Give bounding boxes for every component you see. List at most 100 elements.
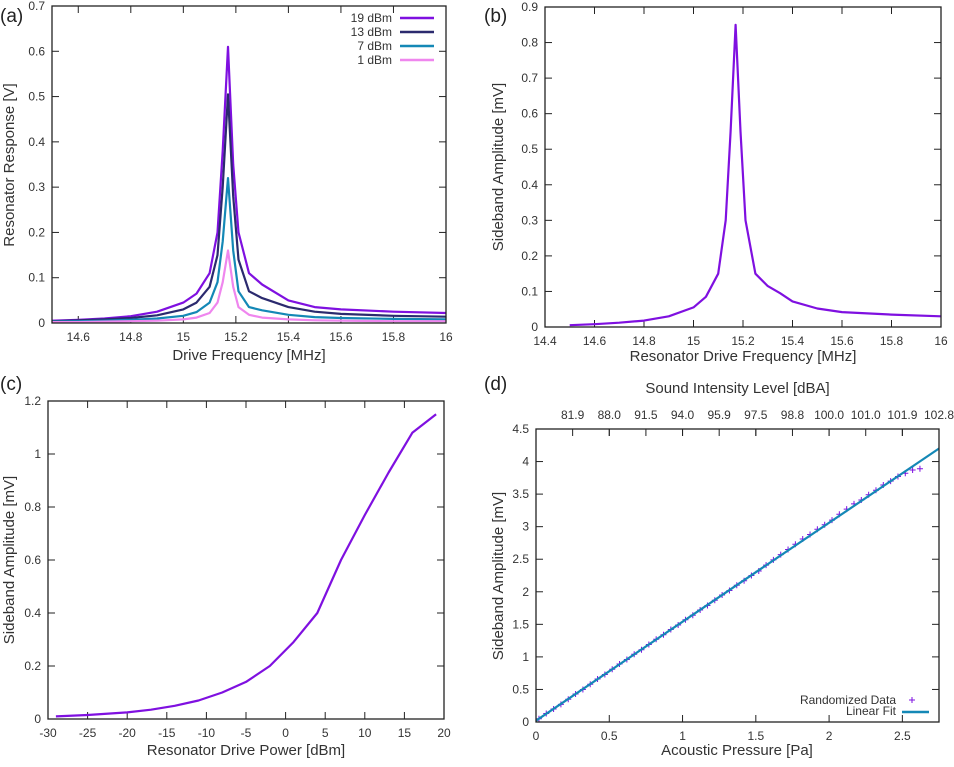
y-tick-label: 0.2 — [521, 249, 538, 263]
x-axis-label: Resonator Drive Power [dBm] — [147, 742, 345, 759]
y-tick-label: 4 — [522, 455, 529, 469]
y-axis-label: Sideband Amplitude [mV] — [1, 476, 18, 644]
x2-tick-label: 95.9 — [708, 408, 732, 422]
x-tick-label: -20 — [119, 726, 137, 740]
x-tick-label: 20 — [437, 726, 451, 740]
x-tick-label: 15.2 — [224, 330, 248, 344]
x-tick-label: 15.2 — [731, 334, 755, 348]
y-tick-label: 0.8 — [24, 500, 41, 514]
x2-tick-label: 101.0 — [851, 408, 881, 422]
x-tick-label: 10 — [358, 726, 372, 740]
y-tick-label: 3 — [522, 520, 529, 534]
x2-tick-label: 102.8 — [924, 408, 954, 422]
x-tick-label: 15.4 — [781, 334, 805, 348]
x-tick-label: -15 — [158, 726, 176, 740]
x-tick-label: -5 — [241, 726, 252, 740]
plot-frame — [47, 400, 445, 720]
y-axis-label: Sideband Amplitude [mV] — [490, 492, 507, 660]
y-tick-label: 0.7 — [521, 71, 538, 85]
x-tick-label: 15.4 — [277, 330, 301, 344]
y-tick-label: 0.3 — [521, 213, 538, 227]
y-tick-label: 0.5 — [521, 142, 538, 156]
plot-frame — [535, 428, 940, 723]
y-tick-label: 0.4 — [24, 606, 41, 620]
y-tick-label: 2 — [522, 585, 529, 599]
panel-b: (b) 14.4 14.6 14.8 15 15.2 15.4 15.6 15.8 16 0 0.1 0… — [484, 0, 948, 365]
x-tick-label: 5 — [322, 726, 329, 740]
y-tick-label: 1.5 — [512, 617, 529, 631]
x2-tick-label: 88.0 — [598, 408, 622, 422]
y-tick-label: 0.4 — [28, 135, 45, 149]
x2-tick-label: 97.5 — [744, 408, 768, 422]
legend-label: Linear Fit — [846, 704, 897, 718]
legend-label: 19 dBm — [351, 11, 392, 25]
data-point — [909, 467, 916, 474]
y-tick-label: 0 — [522, 715, 529, 729]
y-tick-label: 0.8 — [521, 36, 538, 50]
x2-tick-label: 94.0 — [671, 408, 695, 422]
y-tick-label: 0.9 — [521, 0, 538, 14]
data-point — [916, 465, 923, 472]
x-tick-label: 15.6 — [329, 330, 353, 344]
series-line — [55, 413, 437, 718]
plot-frame — [544, 6, 942, 328]
x-tick-label: 0.5 — [601, 729, 618, 743]
panel-d: (d) 0 0.5 1 1.5 2 2.5 0 0.5 1 1.5 2 2.5 3 3.5 4 4.5 81.9 8… — [484, 374, 954, 759]
y-tick-label: 0.6 — [521, 107, 538, 121]
series-line-13-dbm — [51, 93, 447, 323]
y-tick-label: 2.5 — [512, 552, 529, 566]
y-tick-label: 0.6 — [28, 44, 45, 58]
y-tick-label: 0.1 — [521, 284, 538, 298]
legend-label: 1 dBm — [357, 53, 392, 67]
y-tick-label: 0.5 — [512, 682, 529, 696]
x-tick-label: 0 — [533, 729, 540, 743]
y-tick-label: 0.3 — [28, 180, 45, 194]
x2-tick-label: 91.5 — [634, 408, 658, 422]
x2-tick-label: 101.9 — [887, 408, 917, 422]
y-tick-label: 1 — [34, 447, 41, 461]
x-tick-label: 2.5 — [894, 729, 911, 743]
x-tick-label: 14.4 — [533, 334, 557, 348]
y-tick-label: 1 — [522, 650, 529, 664]
x-tick-label: 15 — [177, 330, 191, 344]
x-tick-label: -30 — [39, 726, 57, 740]
series-line-1-dbm — [52, 249, 446, 324]
x-tick-label: 2 — [826, 729, 833, 743]
x-tick-label: 1 — [679, 729, 686, 743]
series-line — [569, 23, 942, 327]
y-axis-label: Resonator Response [V] — [1, 83, 18, 246]
legend-label: Randomized Data — [800, 693, 896, 707]
panel-a: (a) 14.6 14.8 15 15.2 15.4 15.6 15.8 16 0 0.1 0.2 0.… — [0, 0, 453, 364]
panel-label: (c) — [0, 374, 22, 395]
series-line-19-dbm — [51, 45, 447, 322]
x-tick-label: 14.6 — [583, 334, 607, 348]
legend-label: 7 dBm — [357, 39, 392, 53]
panel-label: (d) — [484, 374, 507, 395]
y-tick-label: 0.2 — [28, 225, 45, 239]
x-tick-label: 16 — [934, 334, 948, 348]
x-axis-label: Resonator Drive Frequency [MHz] — [630, 348, 857, 365]
x-tick-label: 15.6 — [830, 334, 854, 348]
y-tick-label: 0 — [531, 320, 538, 334]
y-tick-label: 0.2 — [24, 659, 41, 673]
y-tick-label: 0.6 — [24, 553, 41, 567]
x2-tick-label: 81.9 — [561, 408, 585, 422]
x2-tick-label: 98.8 — [781, 408, 805, 422]
x-tick-label: 14.6 — [67, 330, 91, 344]
x-axis-label: Acoustic Pressure [Pa] — [661, 742, 813, 759]
y-tick-label: 0.7 — [28, 0, 45, 13]
y-tick-label: 0 — [38, 316, 45, 330]
x-tick-label: 1.5 — [747, 729, 764, 743]
plot-frame — [51, 5, 447, 324]
panel-c: (c) -30 -25 -20 -15 -10 -5 0 5 10 15 20 0 0.2 0.4 0.6 0.… — [0, 374, 451, 759]
x-tick-label: -25 — [79, 726, 97, 740]
legend-swatch — [909, 697, 915, 703]
y-axis-label: Sideband Amplitude [mV] — [490, 83, 507, 251]
x-tick-label: 15.8 — [382, 330, 406, 344]
x-axis-label: Drive Frequency [MHz] — [172, 347, 325, 364]
y-tick-label: 0.4 — [521, 178, 538, 192]
legend-label: 13 dBm — [351, 25, 392, 39]
y-tick-label: 0 — [34, 712, 41, 726]
y-tick-label: 0.1 — [28, 271, 45, 285]
